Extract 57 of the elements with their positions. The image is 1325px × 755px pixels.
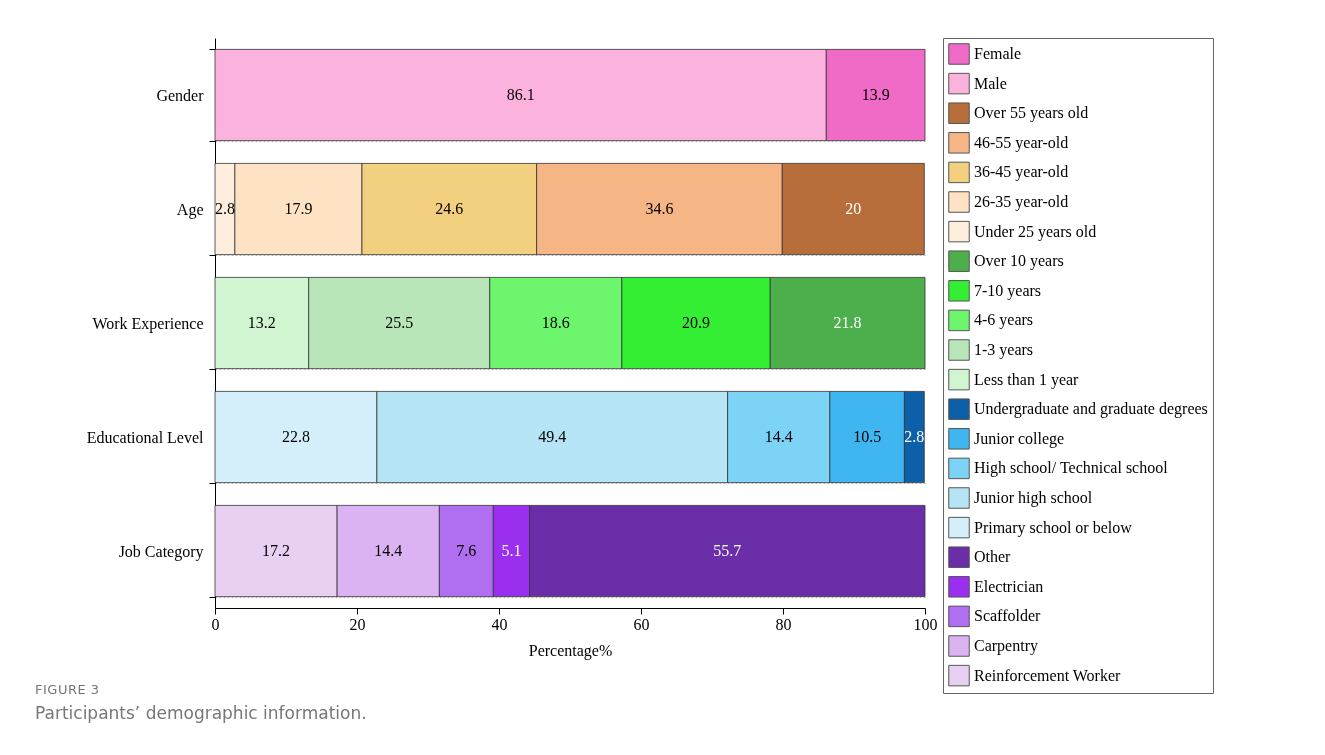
legend-label: Primary school or below xyxy=(974,518,1133,537)
data-label: 24.6 xyxy=(435,200,464,217)
legend-label: Junior high school xyxy=(974,489,1093,507)
legend-label: Carpentry xyxy=(974,637,1038,655)
data-label: 13.2 xyxy=(247,314,276,331)
data-label: 13.9 xyxy=(861,86,890,103)
legend-label: Under 25 years old xyxy=(974,222,1097,241)
data-label: 25.5 xyxy=(385,314,414,331)
x-tick-label: 0 xyxy=(211,615,220,633)
legend-label: High school/ Technical school xyxy=(974,459,1169,478)
data-label: 14.4 xyxy=(374,542,403,559)
legend-label: 1-3 years xyxy=(974,341,1034,359)
data-label: 22.8 xyxy=(281,428,310,445)
data-label: 5.1 xyxy=(501,542,522,559)
y-tick-label: Job Category xyxy=(118,542,204,561)
y-tick-label: Educational Level xyxy=(86,428,205,446)
legend-label: Over 10 years xyxy=(974,252,1064,271)
data-label: 20 xyxy=(845,200,862,217)
legend-label: Over 55 years old xyxy=(974,104,1089,123)
x-tick-label: 60 xyxy=(633,615,650,633)
x-axis-title: Percentage% xyxy=(528,641,613,660)
data-label: 20.9 xyxy=(682,314,711,331)
legend-label: Reinforcement Worker xyxy=(974,666,1122,684)
legend-label: Other xyxy=(974,548,1012,566)
legend-label: Undergraduate and graduate degrees xyxy=(974,400,1208,419)
data-label: 49.4 xyxy=(538,428,567,445)
x-tick-label: 20 xyxy=(349,615,366,633)
legend-label: Less than 1 year xyxy=(974,370,1080,389)
y-tick-label: Gender xyxy=(156,86,205,104)
legend-label: Male xyxy=(974,74,1007,92)
data-label: 7.6 xyxy=(456,542,477,559)
data-label: 10.5 xyxy=(853,428,882,445)
data-label: 14.4 xyxy=(764,428,793,445)
data-label: 18.6 xyxy=(541,314,570,331)
legend-label: 7-10 years xyxy=(974,281,1042,300)
data-label: 86.1 xyxy=(506,86,535,103)
text: Participants’ demographic information. xyxy=(35,703,367,723)
y-tick-label: Work Experience xyxy=(92,314,204,333)
legend-label: Female xyxy=(974,45,1022,62)
legend-label: Electrician xyxy=(974,577,1044,595)
data-label: 21.8 xyxy=(833,314,862,331)
caption: FIGURE 3 xyxy=(35,682,101,697)
y-tick-label: Age xyxy=(176,200,204,219)
x-tick-label: 80 xyxy=(775,615,792,633)
data-label: 17.9 xyxy=(284,200,313,217)
legend-label: 36-45 year-old xyxy=(974,163,1069,182)
x-tick-label: 40 xyxy=(491,615,508,633)
data-label: 17.2 xyxy=(262,542,291,559)
data-label: 34.6 xyxy=(645,200,674,217)
data-label: 55.7 xyxy=(713,542,742,559)
legend-label: 46-55 year-old xyxy=(974,133,1069,152)
legend-label: Junior college xyxy=(974,429,1065,448)
legend-label: 4-6 years xyxy=(974,311,1034,330)
data-label: 2.8 xyxy=(904,428,925,445)
legend-label: 26-35 year-old xyxy=(974,193,1069,211)
legend-label: Scaffolder xyxy=(974,607,1042,625)
x-tick-label: 100 xyxy=(913,615,938,633)
